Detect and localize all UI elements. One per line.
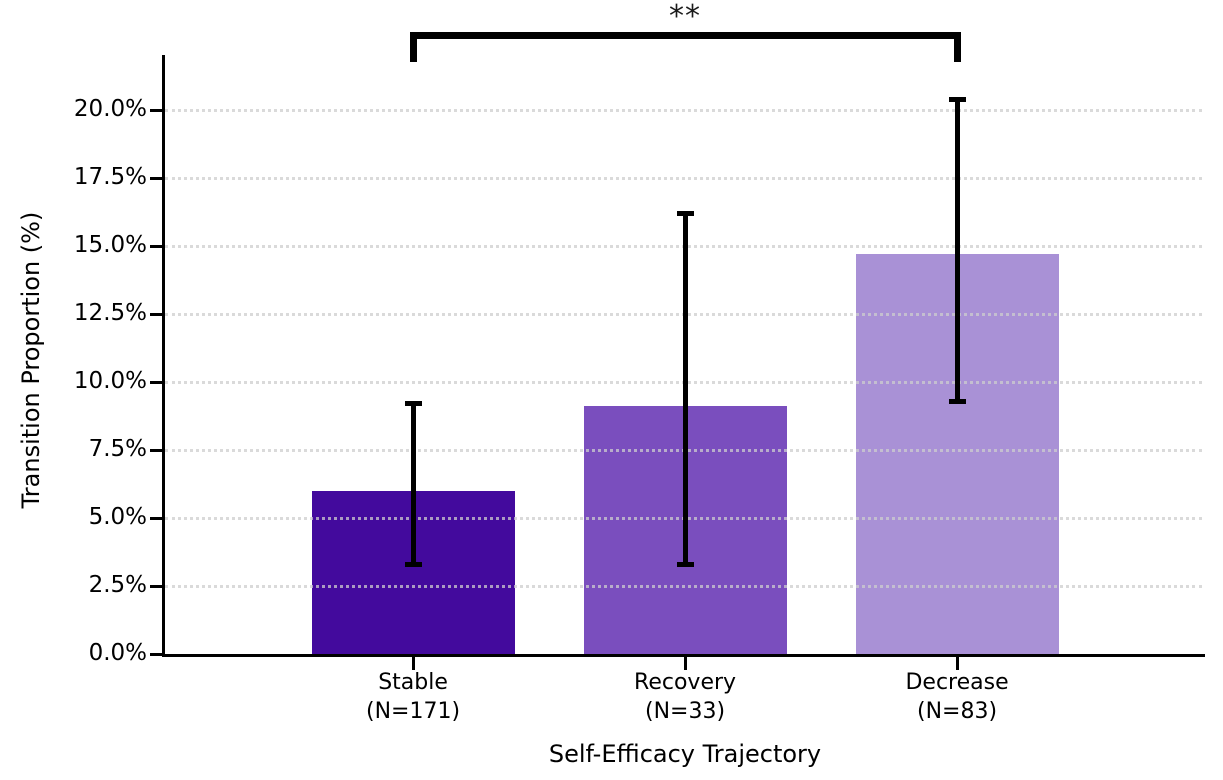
y-tick-mark [150,244,163,248]
significance-bracket-right-drop [953,32,961,62]
y-tick-label: 10.0% [73,368,147,395]
left-axis-spine [162,55,165,657]
error-bar-line [410,403,416,565]
error-bar-cap-top [676,210,694,216]
y-tick-mark [150,584,163,588]
y-tick-label: 7.5% [88,436,147,462]
y-tick-label: 17.5% [73,164,147,191]
y-tick-label: 2.5% [88,572,147,598]
y-tick-mark [150,516,163,520]
gridline [165,584,1202,588]
x-tick-mark [955,657,959,670]
y-tick-label: 20.0% [73,96,147,123]
error-bar-cap-top [404,401,422,407]
error-bar-line [954,99,960,402]
x-axis-label: Self-Efficacy Trajectory [548,740,822,768]
x-tick-mark [411,657,415,670]
x-tick-label-decrease: Decrease (N=83) [847,668,1067,726]
error-bar-cap-bottom [404,561,422,567]
category-sample-size: (N=171) [366,699,461,725]
y-tick-mark [150,176,163,180]
y-tick-mark [150,448,163,452]
y-tick-mark [150,312,163,316]
category-sample-size: (N=33) [645,699,726,725]
y-tick-label: 12.5% [73,300,147,327]
error-bar-cap-bottom [948,398,966,404]
error-bar-cap-top [948,96,966,102]
error-bar-cap-bottom [676,561,694,567]
significance-label: ** [669,0,702,34]
x-tick-label-stable: Stable (N=171) [303,668,523,726]
significance-bracket-bar [409,32,961,39]
x-tick-label-recovery: Recovery (N=33) [575,668,795,726]
y-tick-label: 0.0% [88,640,147,666]
error-bar-line [682,213,688,565]
y-tick-mark [150,108,163,112]
significance-bracket-left-drop [409,32,417,62]
gridline [165,176,1202,180]
y-tick-label: 5.0% [88,504,147,530]
gridline [165,108,1202,112]
y-tick-mark [150,380,163,384]
bottom-axis-spine [162,654,1205,657]
y-tick-label: 15.0% [73,232,147,259]
category-name: Decrease [905,670,1009,695]
y-tick-mark [150,652,163,656]
x-tick-mark [683,657,687,670]
category-sample-size: (N=83) [917,699,998,725]
category-name: Stable [378,670,448,695]
category-name: Recovery [634,670,737,695]
